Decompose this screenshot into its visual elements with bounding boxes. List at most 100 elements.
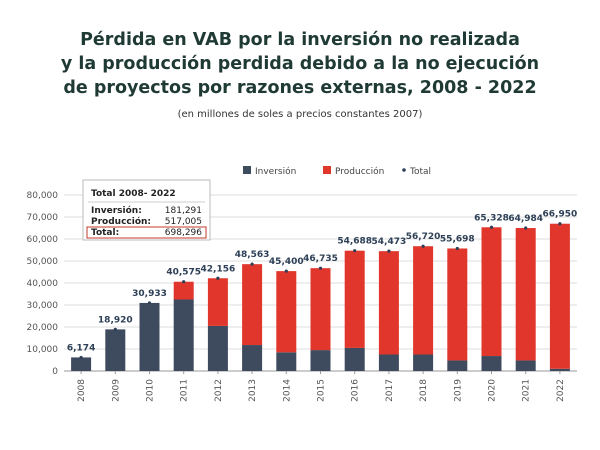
- total-data-label: 45,400: [269, 257, 304, 267]
- summary-inversion-value: 181,291: [165, 206, 202, 216]
- x-tick-label: 2016: [351, 379, 361, 402]
- summary-box-title: Total 2008- 2022: [91, 189, 176, 199]
- legend-label-produccion: Producción: [335, 166, 384, 177]
- total-marker: [147, 301, 152, 305]
- total-marker: [353, 249, 357, 253]
- y-tick-label: 20,000: [27, 323, 59, 333]
- data-labels: 6,174 18,920 30,933 40,575 42,156 48,56345,40…: [67, 210, 578, 360]
- bar-produccion: [310, 268, 331, 351]
- title-line-2: y la producción perdida debido a la no e…: [60, 54, 540, 74]
- x-tick-label: 2022: [556, 379, 566, 402]
- bar-inversion: [549, 368, 570, 371]
- summary-produccion-label: Producción:: [91, 216, 151, 227]
- bar-inversion: [515, 360, 536, 371]
- bar-inversion: [242, 345, 263, 371]
- chart-subtitle: (en millones de soles a precios constant…: [177, 109, 423, 120]
- total-data-label: 55,698: [440, 234, 475, 244]
- legend-label-inversion: Inversión: [255, 166, 296, 177]
- summary-produccion-value: 517,005: [165, 217, 202, 227]
- bar-produccion: [207, 278, 228, 326]
- bar-produccion: [481, 227, 502, 357]
- title-line-1: Pérdida en VAB por la inversión no reali…: [80, 30, 520, 50]
- bar-inversion: [139, 302, 160, 371]
- total-data-label: 66,950: [543, 210, 578, 220]
- bar-inversion: [310, 350, 331, 371]
- legend-swatch-produccion: [323, 166, 331, 174]
- bar-inversion: [378, 354, 399, 371]
- bar-produccion: [276, 271, 297, 353]
- legend-swatch-inversion: [243, 166, 251, 174]
- summary-total-highlight: [86, 226, 207, 239]
- bar-inversion: [105, 329, 126, 371]
- bar-inversion: [344, 347, 365, 371]
- total-data-label: 54,473: [372, 237, 407, 247]
- x-tick-label: 2010: [146, 379, 156, 402]
- total-marker: [113, 327, 117, 331]
- total-marker: [182, 280, 186, 284]
- y-tick-label: 0: [52, 367, 58, 377]
- x-tick-label: 2014: [282, 379, 292, 402]
- legend-label-total: Total: [409, 167, 431, 177]
- y-tick-label: 70,000: [27, 213, 59, 223]
- legend-marker-total: [402, 168, 406, 172]
- total-data-label: 42,156: [201, 264, 236, 274]
- total-marker: [558, 222, 562, 226]
- bar-produccion: [344, 250, 365, 348]
- summary-total-value: 698,296: [165, 228, 202, 238]
- total-data-label: 54,688: [337, 237, 372, 247]
- total-marker: [284, 269, 288, 273]
- x-tick-label: 2017: [385, 379, 395, 402]
- bar-produccion: [242, 264, 263, 346]
- total-data-label: 6,174: [67, 343, 95, 353]
- y-tick-label: 40,000: [27, 279, 59, 289]
- x-axis: 2008 2009 2010 2011 2012 2013 2014 2015 2016 2017…: [77, 371, 566, 402]
- bar-produccion: [549, 223, 570, 369]
- title-line-3: de proyectos por razones externas, 2008 …: [63, 78, 537, 98]
- x-tick-label: 2009: [111, 379, 121, 402]
- bar-inversion: [447, 360, 468, 371]
- total-marker: [489, 225, 494, 229]
- y-tick-label: 10,000: [27, 345, 59, 355]
- total-marker: [421, 244, 425, 248]
- y-tick-label: 60,000: [27, 235, 59, 245]
- summary-box: Total 2008- 2022 Inversión: 181,291 Prod…: [82, 179, 211, 241]
- total-data-label: 65,328: [474, 213, 509, 223]
- chart-title: Pérdida en VAB por la inversión no reali…: [0, 28, 600, 100]
- bar-produccion: [413, 246, 434, 355]
- bars: [71, 223, 570, 371]
- total-data-label: 40,575: [166, 268, 201, 278]
- total-marker: [216, 276, 220, 280]
- total-marker: [524, 226, 528, 230]
- bar-produccion: [173, 281, 194, 300]
- total-data-label: 56,720: [406, 232, 441, 242]
- summary-box-frame: [82, 179, 211, 241]
- total-marker: [318, 266, 323, 270]
- bar-inversion: [413, 354, 434, 371]
- total-data-label: 30,933: [132, 289, 167, 299]
- total-data-label: 48,563: [235, 250, 270, 260]
- bar-inversion: [481, 356, 502, 371]
- bar-produccion: [447, 248, 468, 361]
- x-tick-label: 2020: [488, 379, 498, 402]
- total-marker: [387, 249, 391, 253]
- y-tick-label: 80,000: [27, 191, 59, 201]
- bar-inversion: [207, 325, 228, 371]
- summary-total-label: Total:: [91, 228, 119, 238]
- bar-produccion: [378, 251, 399, 355]
- total-marker: [79, 355, 83, 360]
- y-tick-label: 30,000: [27, 301, 59, 311]
- x-tick-label: 2012: [214, 379, 224, 402]
- summary-inversion-label: Inversión:: [91, 205, 142, 216]
- total-data-label: 18,920: [98, 315, 133, 325]
- x-tick-label: 2021: [522, 379, 532, 402]
- x-tick-label: 2008: [77, 379, 87, 402]
- legend: Inversión Producción Total: [243, 166, 431, 177]
- bar-produccion: [515, 228, 536, 361]
- x-tick-label: 2013: [248, 379, 258, 402]
- x-tick-label: 2011: [180, 379, 190, 402]
- x-tick-label: 2019: [453, 379, 463, 402]
- x-tick-label: 2015: [317, 379, 327, 402]
- bar-inversion: [71, 357, 92, 371]
- total-marker: [250, 262, 254, 266]
